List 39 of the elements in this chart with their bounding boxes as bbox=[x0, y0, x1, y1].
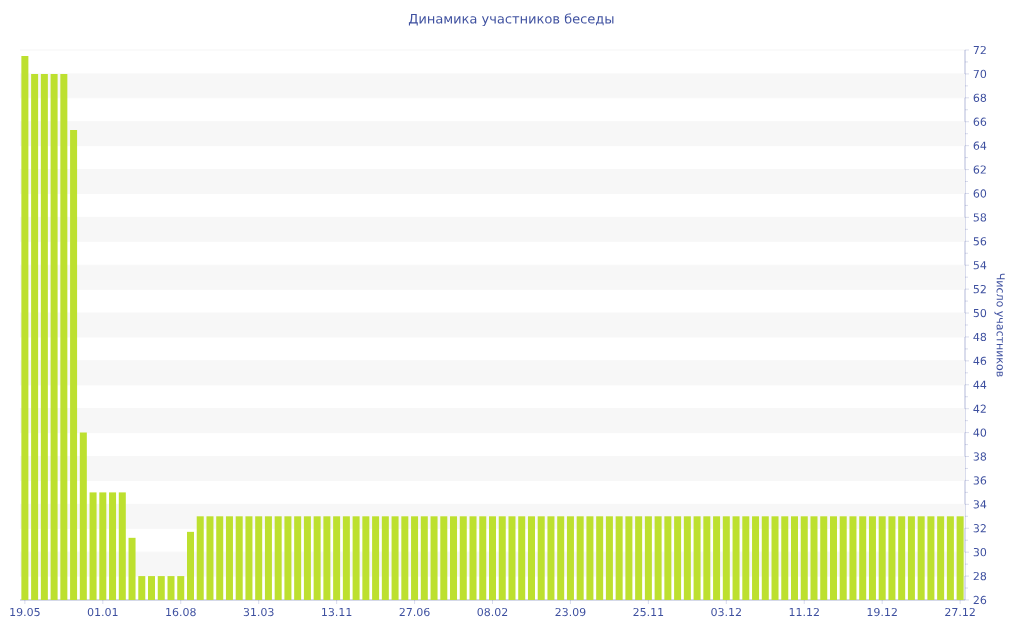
y-tick-label: 30 bbox=[973, 548, 987, 557]
y-tick-label: 36 bbox=[973, 476, 987, 485]
y-tick-label: 70 bbox=[973, 69, 987, 79]
x-tick-label: 19.05 bbox=[10, 607, 40, 617]
y-tick-label: 28 bbox=[973, 571, 987, 581]
x-tick-label: 31.03 bbox=[243, 607, 274, 617]
y-axis-title: Число участников bbox=[994, 273, 1005, 377]
x-tick-label: 01.01 bbox=[87, 607, 118, 617]
y-tick-label: 54 bbox=[973, 261, 987, 270]
y-tick-label: 40 bbox=[973, 428, 987, 437]
y-tick-label: 46 bbox=[973, 356, 987, 366]
y-tick-label: 58 bbox=[973, 213, 987, 222]
y-tick-label: 26 bbox=[973, 595, 987, 605]
y-tick-label: 62 bbox=[973, 165, 986, 174]
x-tick-label: 27.12 bbox=[945, 607, 975, 617]
y-tick-label: 60 bbox=[973, 189, 987, 198]
y-tick-label: 48 bbox=[973, 332, 987, 342]
y-tick-label: 66 bbox=[973, 117, 987, 126]
y-tick-label: 64 bbox=[973, 141, 987, 150]
x-tick-label: 19.12 bbox=[867, 607, 897, 617]
y-tick-label: 72 bbox=[973, 45, 986, 55]
x-tick-label: 16.08 bbox=[166, 607, 196, 617]
x-tick-label: 23.09 bbox=[555, 607, 586, 617]
y-tick-label: 42 bbox=[973, 404, 986, 413]
y-tick-label: 52 bbox=[973, 284, 986, 294]
x-tick-label: 25.11 bbox=[633, 607, 664, 617]
x-tick-label: 13.11 bbox=[322, 607, 352, 617]
x-tick-label: 11.12 bbox=[789, 607, 819, 617]
y-tick-label: 44 bbox=[973, 380, 987, 389]
y-tick-label: 68 bbox=[973, 93, 987, 102]
chart-title: Динамика участников беседы bbox=[408, 13, 614, 27]
y-tick-label: 38 bbox=[973, 452, 987, 461]
y-tick-label: 50 bbox=[973, 308, 987, 318]
x-tick-label: 27.06 bbox=[399, 607, 430, 617]
y-tick-label: 34 bbox=[973, 500, 987, 509]
y-tick-label: 56 bbox=[973, 237, 987, 246]
y-tick-label: 32 bbox=[973, 524, 986, 533]
x-tick-label: 03.12 bbox=[711, 607, 741, 617]
x-tick-label: 08.02 bbox=[477, 607, 508, 617]
